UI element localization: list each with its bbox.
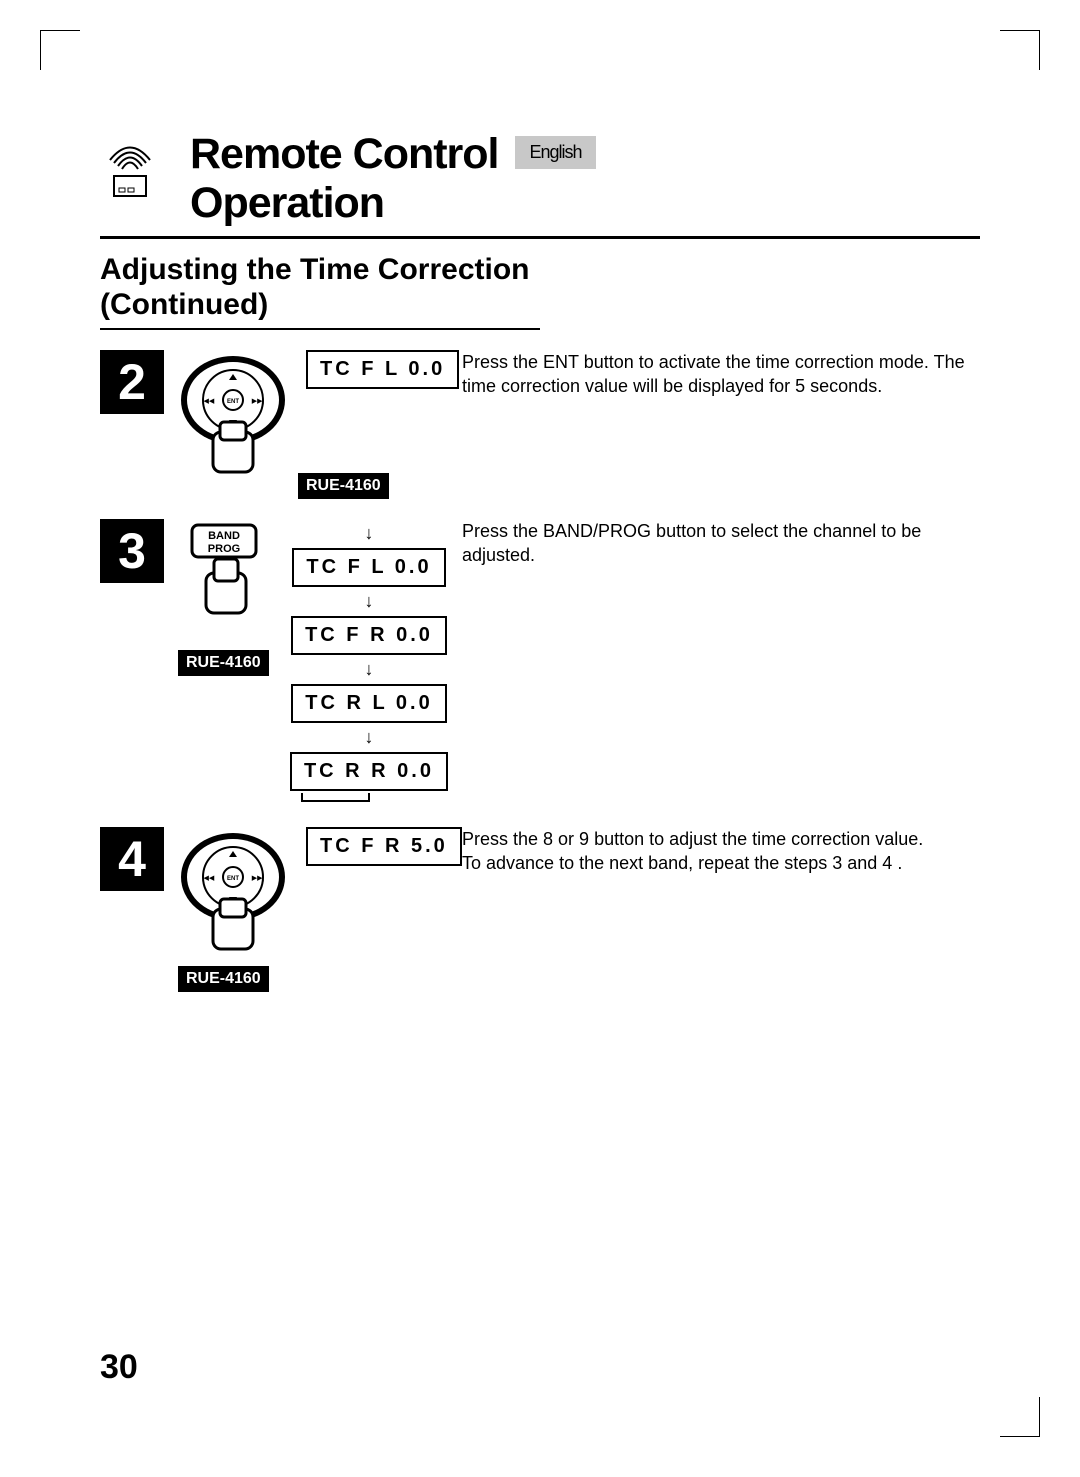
- step-number: 3: [100, 519, 164, 583]
- arrow-down-icon: ↓: [364, 659, 373, 680]
- step-description: Press the BAND/PROG button to select the…: [462, 519, 980, 568]
- arrow-down-icon: ↓: [364, 727, 373, 748]
- lcd-display: TC F L 0.0: [292, 548, 445, 587]
- arrow-down-icon: ↓: [364, 591, 373, 612]
- step-3: 3 BAND PROG RUE-4160 ↓ TC F L 0.0 ↓: [100, 519, 980, 807]
- svg-text:▶▶|: ▶▶|: [252, 398, 265, 405]
- lcd-display: TC F R 0.0: [291, 616, 447, 655]
- svg-text:|◀◀: |◀◀: [202, 398, 215, 405]
- remote-dial-icon: ENT |◀◀ ▶▶|: [178, 350, 288, 485]
- step-description: Press the 8 or 9 button to adjust the ti…: [462, 827, 980, 876]
- remote-emit-icon: [100, 130, 160, 205]
- svg-text:PROG: PROG: [208, 543, 240, 555]
- model-badge: RUE-4160: [178, 966, 269, 992]
- step-4: 4 ENT |◀◀ ▶▶|: [100, 827, 980, 992]
- language-badge: English: [515, 136, 595, 169]
- model-badge: RUE-4160: [178, 650, 269, 676]
- section-title: Adjusting the Time Correction (Continued…: [100, 253, 540, 330]
- lcd-display: TC R R 0.0: [290, 752, 448, 791]
- lcd-display: TC R L 0.0: [291, 684, 446, 723]
- svg-text:ENT: ENT: [227, 876, 239, 882]
- remote-dial-icon: ENT |◀◀ ▶▶|: [178, 827, 288, 962]
- step-number: 4: [100, 827, 164, 891]
- svg-text:BAND: BAND: [208, 530, 240, 542]
- model-badge: RUE-4160: [298, 473, 389, 499]
- page-header: Remote Control English Operation: [100, 130, 980, 239]
- page-title-line2: Operation: [190, 179, 980, 228]
- band-prog-button-icon: BAND PROG RUE-4160: [178, 519, 270, 676]
- page-number: 30: [100, 1348, 138, 1387]
- svg-text:|◀◀: |◀◀: [202, 875, 215, 882]
- svg-text:▶▶|: ▶▶|: [252, 875, 265, 882]
- lcd-display: TC F R 5.0: [306, 827, 462, 866]
- svg-text:ENT: ENT: [227, 399, 239, 405]
- loop-line-icon: [294, 793, 444, 807]
- page-title-line1: Remote Control English: [190, 130, 980, 179]
- manual-page: Remote Control English Operation Adjusti…: [100, 130, 980, 992]
- lcd-display: TC F L 0.0: [306, 350, 459, 389]
- arrow-down-icon: ↓: [364, 523, 373, 544]
- step-number: 2: [100, 350, 164, 414]
- step-2: 2 ENT |◀◀ ▶▶|: [100, 350, 980, 499]
- step-description: Press the ENT button to activate the tim…: [462, 350, 980, 399]
